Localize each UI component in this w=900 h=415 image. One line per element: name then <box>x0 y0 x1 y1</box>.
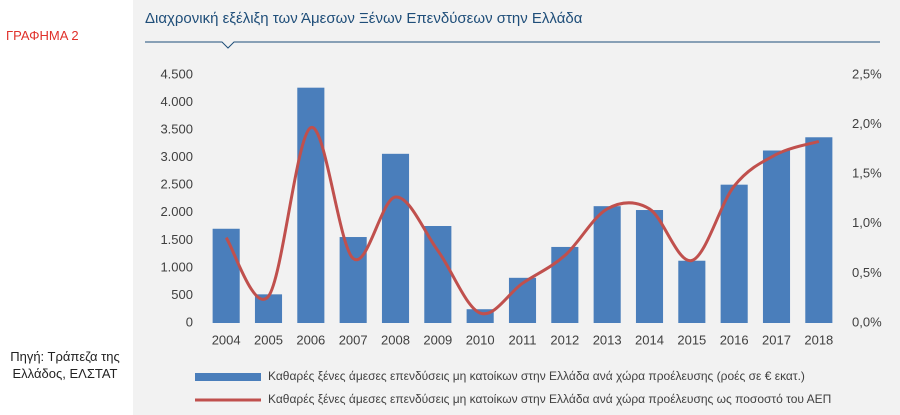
bar <box>551 246 579 323</box>
y2-tick-label: 0,5% <box>852 265 882 280</box>
x-tick-label: 2005 <box>254 332 283 347</box>
title-rule <box>145 41 880 49</box>
y-tick-label: 3.500 <box>160 122 193 137</box>
y-tick-label: 4.500 <box>160 66 193 81</box>
bar <box>212 228 240 323</box>
x-tick-label: 2015 <box>677 332 706 347</box>
x-tick-label: 2012 <box>550 332 579 347</box>
source-note: Πηγή: Τράπεζα της Ελλάδος, ΕΛΣΤΑΤ <box>10 349 120 381</box>
y-tick-label: 1.000 <box>160 259 193 274</box>
bar <box>508 277 537 323</box>
chart-title: Διαχρονική εξέλιξη των Άμεσων Ξένων Επεν… <box>145 10 583 27</box>
line <box>224 126 820 316</box>
legend-swatch <box>195 373 261 381</box>
x-tick-label: 2014 <box>635 332 664 347</box>
bar <box>424 226 452 323</box>
bar <box>635 210 664 323</box>
y-tick-label: 1.500 <box>160 232 193 247</box>
y-tick-label: 2.000 <box>160 204 193 219</box>
x-tick-label: 2017 <box>762 332 791 347</box>
x-tick-label: 2010 <box>466 332 495 347</box>
y-tick-label: 2.500 <box>160 177 193 192</box>
x-tick-label: 2018 <box>804 332 833 347</box>
x-tick-label: 2011 <box>509 332 537 347</box>
x-tick-label: 2004 <box>212 332 241 347</box>
y2-tick-label: 1,0% <box>852 215 882 230</box>
bar <box>297 87 325 323</box>
y2-tick-label: 1,5% <box>852 166 882 181</box>
y2-tick-label: 2,5% <box>852 66 882 81</box>
bar <box>762 150 791 323</box>
y2-tick-label: 0,0% <box>852 314 882 329</box>
x-tick-label: 2009 <box>423 332 452 347</box>
figure-label: ΓΡΑΦΗΜΑ 2 <box>6 28 79 43</box>
y-tick-label: 3.000 <box>160 149 193 164</box>
x-tick-label: 2013 <box>593 332 622 347</box>
x-tick-label: 2016 <box>720 332 749 347</box>
bar <box>339 237 367 323</box>
x-tick-label: 2006 <box>296 332 325 347</box>
legend-label: Καθαρές ξένες άμεσες επενδύσεις μη κατοί… <box>268 392 831 406</box>
x-tick-label: 2008 <box>381 332 410 347</box>
bar <box>720 184 748 323</box>
legend-label: Καθαρές ξένες άμεσες επενδύσεις μη κατοί… <box>268 369 805 383</box>
bar <box>678 260 706 323</box>
y-tick-label: 4.000 <box>160 94 193 109</box>
y-tick-label: 0 <box>186 314 193 329</box>
y-tick-label: 500 <box>171 287 193 302</box>
bar <box>593 206 621 323</box>
y2-tick-label: 2,0% <box>852 116 882 131</box>
bar <box>805 137 833 323</box>
x-tick-label: 2007 <box>339 332 368 347</box>
bar <box>381 153 410 323</box>
